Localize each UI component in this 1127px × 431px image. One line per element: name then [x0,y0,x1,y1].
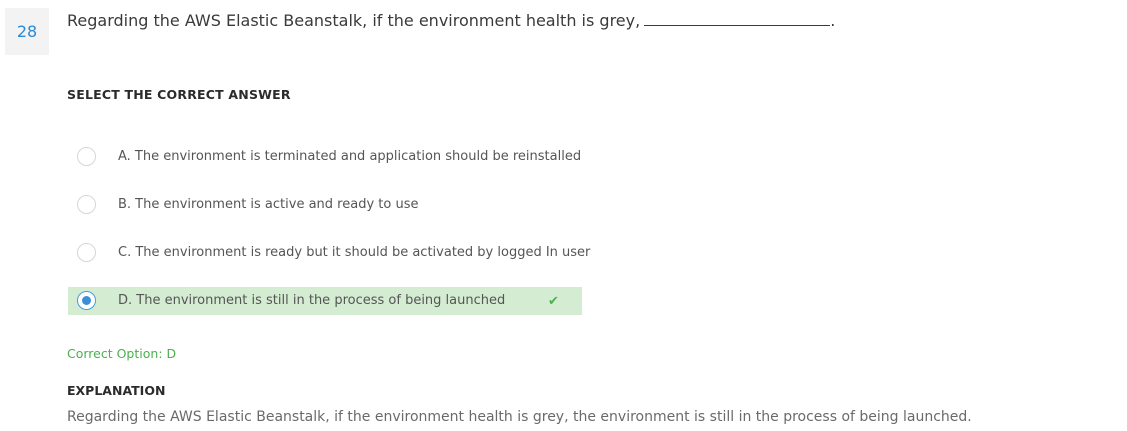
option-a-radio[interactable] [77,147,96,166]
option-d-label: D. The environment is still in the proce… [118,293,506,308]
explanation-header: EXPLANATION [67,383,166,398]
option-a-label: A. The environment is terminated and app… [118,149,582,164]
explanation-text: Regarding the AWS Elastic Beanstalk, if … [67,409,972,425]
option-a[interactable]: A. The environment is terminated and app… [68,143,628,171]
option-d-radio[interactable] [77,291,96,310]
option-b[interactable]: B. The environment is active and ready t… [68,191,628,219]
correct-option-text: Correct Option: D [67,346,177,361]
option-b-radio[interactable] [77,195,96,214]
answer-blank [644,11,831,26]
checkmark-icon: ✔ [548,294,559,309]
option-b-label: B. The environment is active and ready t… [118,197,419,212]
option-c-label: C. The environment is ready but it shoul… [118,245,591,260]
question-number: 28 [5,8,49,55]
question-text: Regarding the AWS Elastic Beanstalk, if … [67,11,835,30]
option-c[interactable]: C. The environment is ready but it shoul… [68,239,628,267]
option-d[interactable]: D. The environment is still in the proce… [68,287,582,315]
option-c-radio[interactable] [77,243,96,262]
question-stem: Regarding the AWS Elastic Beanstalk, if … [67,11,641,30]
select-answer-header: SELECT THE CORRECT ANSWER [67,87,291,102]
question-trailing: . [830,11,836,30]
